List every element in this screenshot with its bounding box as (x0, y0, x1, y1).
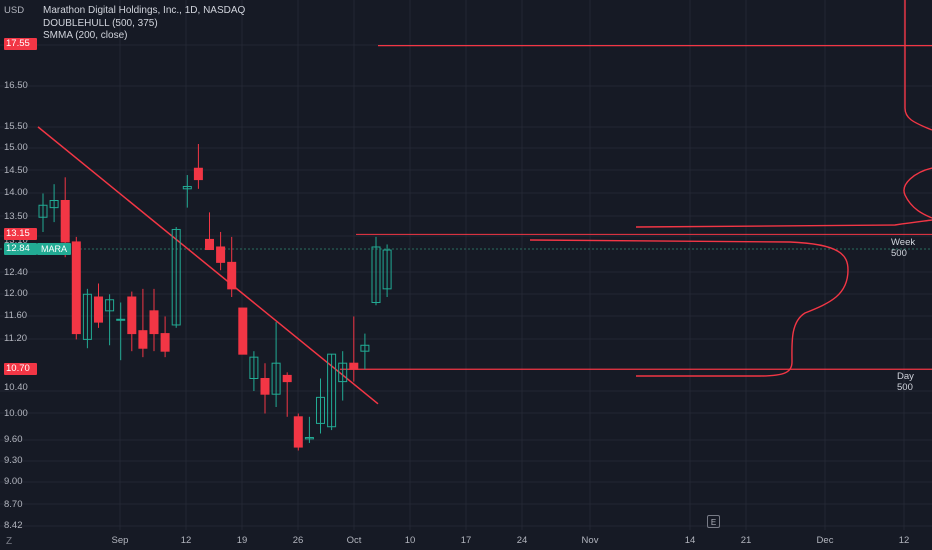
candle-body (260, 378, 270, 395)
chart-legend: Marathon Digital Holdings, Inc., 1D, NAS… (43, 5, 245, 43)
price-tick-label: 15.00 (4, 142, 28, 154)
price-tick-label: 8.70 (4, 498, 23, 510)
trendline (37, 126, 379, 405)
time-tick-label: 24 (516, 535, 528, 546)
level-badge-top: 17.55 (4, 38, 37, 50)
candle-body (38, 204, 48, 218)
candle-body (338, 362, 348, 383)
level-badge-day: 10.70 (4, 363, 37, 375)
price-tick-label: 12.00 (4, 288, 28, 300)
candle-body (138, 330, 148, 349)
candle-body (60, 200, 70, 243)
candle-body (82, 293, 92, 340)
price-tick-label: 9.60 (4, 434, 23, 446)
day-profile-curve (529, 239, 849, 377)
level-badge-week: 13.15 (4, 228, 37, 240)
candle-body (193, 167, 203, 181)
price-tick-label: 10.00 (4, 407, 28, 419)
price-tick-label: 8.42 (4, 520, 23, 531)
candle-body (205, 238, 214, 251)
currency-label: USD (4, 5, 25, 16)
time-tick-label: Dec (816, 535, 834, 546)
price-tick-label: 11.60 (4, 310, 28, 322)
trendline-line (37, 126, 379, 405)
candle-body (304, 437, 314, 440)
candle-body (349, 362, 359, 370)
price-badge: 12.84 (4, 243, 37, 255)
price-tick-label: 9.00 (4, 476, 23, 488)
time-tick-label: 19 (236, 535, 248, 546)
candle-body (271, 362, 281, 395)
symbol-title[interactable]: Marathon Digital Holdings, Inc., 1D, NAS… (43, 5, 246, 16)
candle-body (94, 296, 103, 323)
price-tick-label: 10.40 (4, 381, 28, 393)
earnings-marker-icon[interactable]: E (707, 515, 720, 528)
candle-body (160, 333, 170, 352)
time-tick-label: 14 (684, 535, 696, 546)
price-tick-label: 11.20 (4, 333, 28, 345)
price-tick-label: 14.00 (4, 187, 28, 199)
candle-body (116, 318, 126, 321)
time-tick-label: Nov (581, 535, 599, 546)
indicator-doublehull[interactable]: DOUBLEHULL (500, 375) (43, 17, 158, 29)
candle-body (382, 249, 392, 290)
price-tick-label: 15.50 (4, 120, 28, 132)
time-tick-label: 12 (898, 535, 910, 546)
time-tick-label: 21 (740, 535, 752, 546)
candle-body (282, 374, 292, 383)
price-tick-label: 9.30 (4, 454, 23, 466)
price-tick-label: 12.40 (4, 266, 28, 278)
candle-body (49, 200, 59, 209)
candles (38, 143, 392, 451)
candle-body (327, 353, 337, 428)
candle-body (182, 185, 192, 190)
candle-body (227, 261, 237, 290)
candle-body (238, 307, 248, 355)
volume-profile-curves (529, 0, 932, 377)
candle-body (127, 296, 137, 335)
time-tick-label: 17 (460, 535, 472, 546)
chart-grid (0, 0, 932, 530)
time-tick-label: Sep (111, 535, 129, 546)
time-tick-label: 10 (404, 535, 416, 546)
candle-body (216, 246, 226, 263)
candle-body (171, 228, 181, 326)
candle-body (71, 241, 81, 335)
time-tick-label: Oct (346, 535, 362, 546)
price-tick-label: 13.50 (4, 211, 28, 223)
price-tick-label: 16.50 (4, 80, 28, 91)
candle-body (249, 356, 259, 380)
time-tick-label: 12 (180, 535, 192, 546)
candle-body (149, 310, 159, 335)
candle-body (293, 416, 303, 448)
price-tick-label: 14.50 (4, 164, 28, 176)
candle-body (371, 246, 381, 304)
time-tick-label: 26 (292, 535, 304, 546)
ticker-badge: MARA (37, 243, 72, 255)
week-level-label: Week 500 (891, 237, 916, 259)
candle-body (360, 344, 370, 352)
indicator-smma[interactable]: SMMA (200, close) (43, 30, 128, 41)
candle-body (316, 396, 325, 424)
horizontal-levels (340, 45, 932, 370)
candle-body (105, 299, 115, 312)
timezone-icon[interactable]: Z (6, 536, 13, 547)
week-profile-curve (635, 0, 932, 228)
day-level-label: Day 500 (897, 371, 914, 393)
